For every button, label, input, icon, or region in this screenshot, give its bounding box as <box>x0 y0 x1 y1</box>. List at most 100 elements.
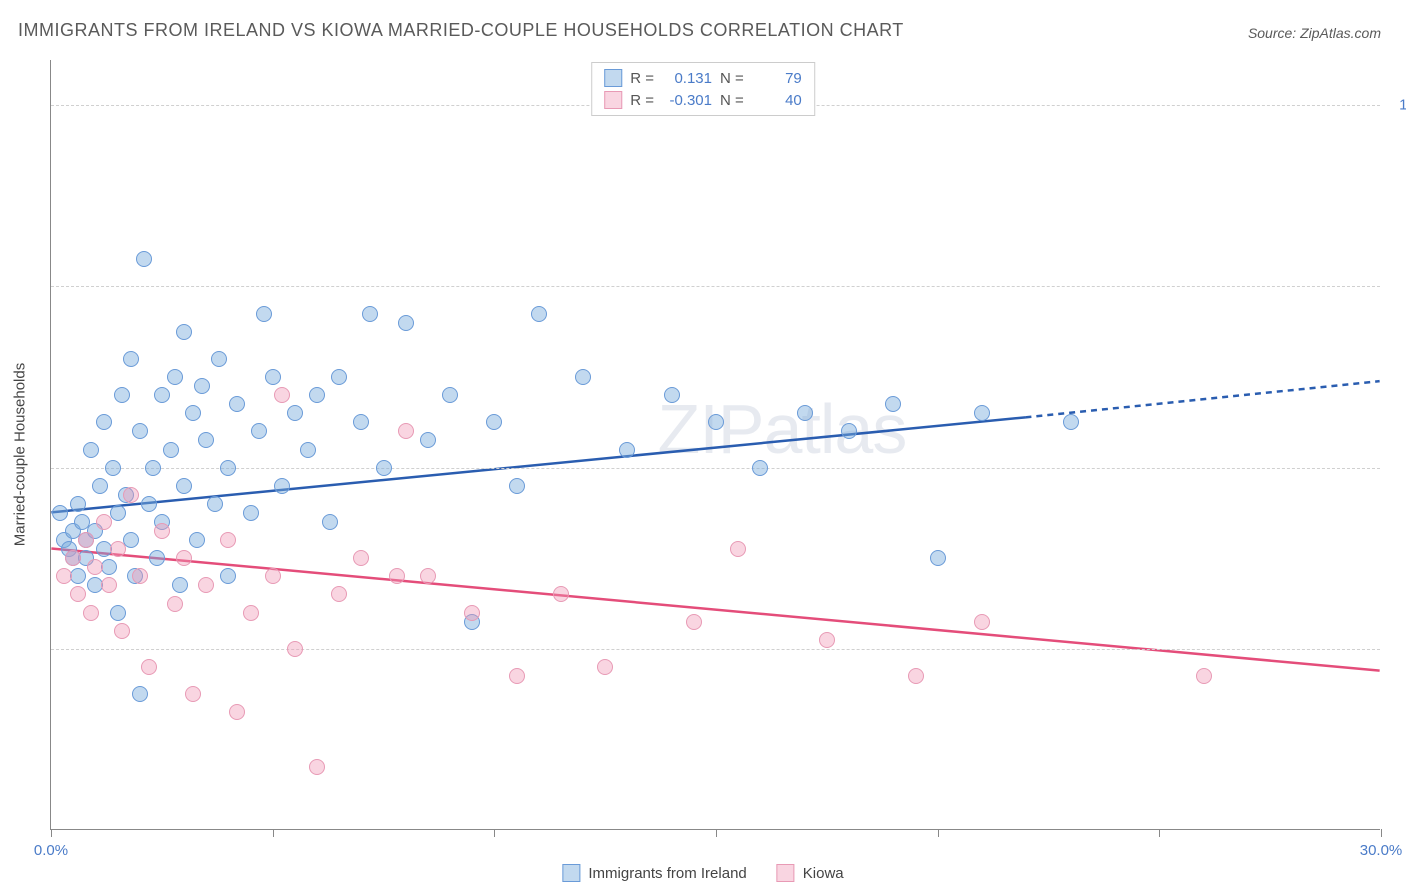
r-value-ireland: 0.131 <box>662 70 712 87</box>
legend-item-ireland: Immigrants from Ireland <box>562 864 746 882</box>
data-point <box>686 614 702 630</box>
data-point <box>176 478 192 494</box>
data-point <box>362 306 378 322</box>
r-label: R = <box>630 70 654 87</box>
data-point <box>229 704 245 720</box>
data-point <box>389 568 405 584</box>
data-point <box>553 586 569 602</box>
data-point <box>105 460 121 476</box>
data-point <box>274 387 290 403</box>
data-point <box>136 251 152 267</box>
legend-label-ireland: Immigrants from Ireland <box>588 865 746 882</box>
n-value-kiowa: 40 <box>752 92 802 109</box>
data-point <box>123 351 139 367</box>
data-point <box>797 405 813 421</box>
data-point <box>132 423 148 439</box>
trend-lines <box>51 60 1380 829</box>
data-point <box>114 623 130 639</box>
data-point <box>185 686 201 702</box>
stats-row-kiowa: R = -0.301 N = 40 <box>604 89 802 111</box>
data-point <box>331 586 347 602</box>
watermark: ZIPatlas <box>658 389 907 469</box>
data-point <box>211 351 227 367</box>
data-point <box>908 668 924 684</box>
data-point <box>597 659 613 675</box>
data-point <box>167 596 183 612</box>
data-point <box>274 478 290 494</box>
data-point <box>464 605 480 621</box>
x-tick <box>716 829 717 837</box>
data-point <box>149 550 165 566</box>
data-point <box>841 423 857 439</box>
legend-label-kiowa: Kiowa <box>803 865 844 882</box>
data-point <box>163 442 179 458</box>
data-point <box>442 387 458 403</box>
swatch-ireland-icon <box>562 864 580 882</box>
data-point <box>398 315 414 331</box>
data-point <box>353 550 369 566</box>
data-point <box>189 532 205 548</box>
data-point <box>1196 668 1212 684</box>
plot-area: ZIPatlas 40.0%60.0%80.0%100.0%0.0%30.0% <box>50 60 1380 830</box>
data-point <box>132 686 148 702</box>
data-point <box>198 432 214 448</box>
gridline <box>51 468 1380 469</box>
data-point <box>619 442 635 458</box>
data-point <box>52 505 68 521</box>
data-point <box>420 432 436 448</box>
y-axis-label: Married-couple Households <box>12 363 29 546</box>
data-point <box>83 442 99 458</box>
data-point <box>70 586 86 602</box>
chart-container: IMMIGRANTS FROM IRELAND VS KIOWA MARRIED… <box>0 0 1406 892</box>
chart-title: IMMIGRANTS FROM IRELAND VS KIOWA MARRIED… <box>18 20 904 41</box>
data-point <box>287 641 303 657</box>
data-point <box>220 532 236 548</box>
data-point <box>145 460 161 476</box>
swatch-kiowa <box>604 91 622 109</box>
data-point <box>92 478 108 494</box>
data-point <box>154 523 170 539</box>
data-point <box>110 541 126 557</box>
y-tick-label: 100.0% <box>1390 97 1406 114</box>
n-label: N = <box>720 70 744 87</box>
x-tick <box>494 829 495 837</box>
data-point <box>65 550 81 566</box>
r-label: R = <box>630 92 654 109</box>
stats-legend-box: R = 0.131 N = 79 R = -0.301 N = 40 <box>591 62 815 116</box>
stats-row-ireland: R = 0.131 N = 79 <box>604 67 802 89</box>
data-point <box>194 378 210 394</box>
x-tick <box>51 829 52 837</box>
data-point <box>114 387 130 403</box>
gridline <box>51 649 1380 650</box>
data-point <box>56 568 72 584</box>
data-point <box>198 577 214 593</box>
data-point <box>101 577 117 593</box>
data-point <box>83 605 99 621</box>
data-point <box>974 614 990 630</box>
data-point <box>509 668 525 684</box>
data-point <box>220 460 236 476</box>
data-point <box>730 541 746 557</box>
data-point <box>309 387 325 403</box>
data-point <box>353 414 369 430</box>
data-point <box>110 605 126 621</box>
data-point <box>251 423 267 439</box>
data-point <box>664 387 680 403</box>
data-point <box>486 414 502 430</box>
bottom-legend: Immigrants from Ireland Kiowa <box>562 864 843 882</box>
data-point <box>331 369 347 385</box>
data-point <box>885 396 901 412</box>
x-tick <box>1159 829 1160 837</box>
r-value-kiowa: -0.301 <box>662 92 712 109</box>
swatch-kiowa-icon <box>777 864 795 882</box>
data-point <box>141 496 157 512</box>
data-point <box>509 478 525 494</box>
data-point <box>974 405 990 421</box>
data-point <box>96 514 112 530</box>
n-value-ireland: 79 <box>752 70 802 87</box>
x-tick-label: 30.0% <box>1360 842 1403 859</box>
data-point <box>207 496 223 512</box>
data-point <box>96 414 112 430</box>
data-point <box>243 505 259 521</box>
data-point <box>265 568 281 584</box>
